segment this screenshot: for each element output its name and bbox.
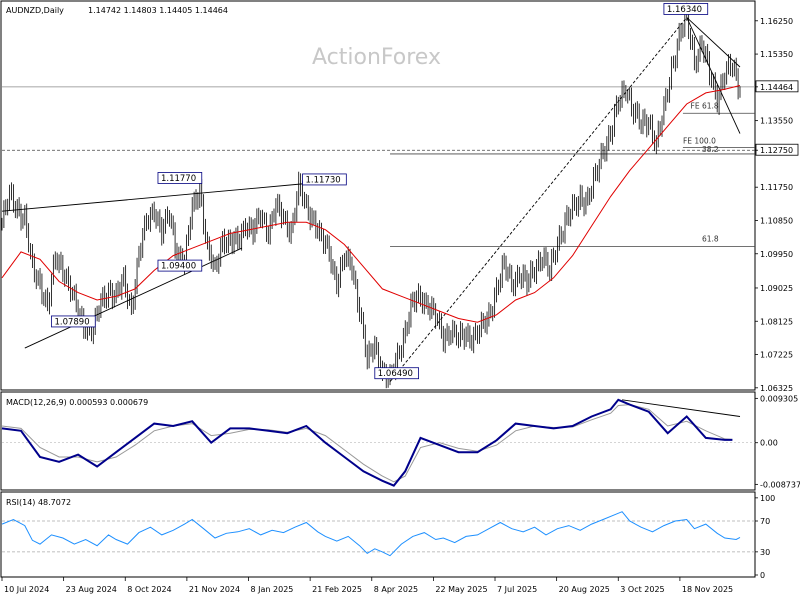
time-tick-label: 8 Apr 2025 (374, 585, 418, 594)
rsi-label: RSI(14) 48.7072 (6, 498, 71, 507)
price-annotation-text: 1.06490 (378, 369, 413, 379)
rsi-tick-label: 0 (760, 571, 765, 580)
price-annotation-box (157, 259, 203, 272)
price-annotation: 1.16340 (663, 3, 709, 15)
price-tick-label: 1.11750 (760, 183, 793, 192)
price-panel-frame (0, 0, 756, 391)
price-annotation-text: 1.16340 (667, 5, 702, 15)
price-tick-label: 1.15350 (760, 50, 793, 59)
price-annotation-text: 1.09400 (161, 262, 196, 272)
price-annotation-box (157, 172, 203, 184)
rsi-layer: 100 70 30 0 (1, 494, 775, 580)
price-annotation: 1.06490 (374, 367, 420, 380)
macd-signal-line (1, 404, 733, 483)
time-tick-label: 21 Feb 2025 (312, 585, 362, 594)
price-annotation-text: 1.11730 (306, 175, 341, 185)
rsi-panel-frame (0, 491, 756, 578)
rsi-line (1, 511, 741, 557)
price-annotation: 1.09400 (157, 259, 203, 272)
macd-main-line (1, 398, 733, 487)
price-annotation: 1.11770 (157, 172, 203, 184)
price-annotation-box (302, 173, 347, 186)
moving-average-layer (1, 85, 741, 323)
price-tick-label: 1.09950 (760, 250, 793, 259)
price-tick-label: 1.12750 (760, 146, 793, 155)
macd-tick-label: 0.00 (760, 439, 778, 448)
fib-label: FE 61.8 (691, 102, 719, 111)
fe-price-tag (755, 143, 799, 156)
price-tick-label: 1.06325 (760, 384, 793, 393)
price-annotation-box (374, 367, 420, 380)
macd-tick-label: -0.008737 (760, 480, 800, 489)
price-annotation-box (51, 315, 96, 328)
price-tick-label: 1.16250 (760, 17, 793, 26)
time-tick-label: 8 Oct 2024 (127, 585, 171, 594)
price-tick-label: 1.07225 (760, 351, 793, 360)
rsi-tick-label: 70 (760, 517, 770, 526)
fib-label: 61.8 (702, 235, 719, 244)
price-annotation-text: 1.11770 (161, 174, 196, 184)
price-axis: 1.16250 1.15350 1.14464 1.13550 1.12750 1.117… (755, 17, 799, 393)
macd-tick-label: 0.009305 (760, 394, 798, 403)
moving-average-line (1, 85, 741, 323)
price-tick-label: 1.13550 (760, 117, 793, 126)
rsi-tick-label: 30 (760, 548, 770, 557)
time-tick-label: 7 Jul 2025 (497, 585, 537, 594)
macd-panel-frame (0, 391, 756, 491)
trend-line-2 (389, 17, 688, 382)
time-tick-label: 20 Aug 2025 (559, 585, 610, 594)
price-tick-label: 1.08125 (760, 317, 793, 326)
price-tick-label: 1.10850 (760, 216, 793, 225)
watermark: ActionForex (312, 45, 441, 70)
time-tick-label: 18 Nov 2025 (682, 585, 733, 594)
trend-line-3 (686, 17, 741, 68)
price-annotation-text: 1.07890 (54, 317, 89, 327)
fib-label: 38.2 (702, 145, 719, 154)
price-tick-label: 1.14464 (760, 83, 793, 92)
price-reference-lines (2, 86, 755, 247)
time-tick-label: 8 Jan 2025 (251, 585, 294, 594)
macd-trend-line (622, 399, 741, 417)
macd-layer: 0.009305 0.00 -0.008737 (1, 394, 800, 489)
price-tick-label: 1.09025 (760, 284, 793, 293)
time-axis: 10 Jul 2024 23 Aug 2024 8 Oct 2024 21 Nov 2… (1, 577, 733, 594)
last-price-tag (755, 80, 799, 93)
time-tick-label: 3 Oct 2025 (620, 585, 664, 594)
ohlc-header: 1.14742 1.14803 1.14405 1.14464 (88, 6, 228, 15)
time-tick-label: 22 May 2025 (435, 585, 487, 594)
symbol-label: AUDNZD,Daily (6, 6, 64, 15)
price-bars (1, 2, 741, 389)
rsi-tick-label: 100 (760, 494, 775, 503)
price-annotation: 1.07890 (51, 315, 96, 328)
fib-label: FE 100.0 (683, 137, 716, 146)
price-annotation-box (663, 3, 709, 15)
fibonacci-labels: FE 61.8 FE 100.038.2 61.8 (683, 102, 719, 244)
time-tick-label: 21 Nov 2024 (189, 585, 240, 594)
trend-line-0 (1, 183, 307, 212)
time-tick-label: 10 Jul 2024 (4, 585, 49, 594)
macd-label: MACD(12,26,9) 0.000593 0.000679 (6, 398, 148, 407)
price-annotation: 1.11730 (302, 173, 347, 186)
time-tick-label: 23 Aug 2024 (66, 585, 117, 594)
price-annotations: 1.16340 1.11770 1.11730 1.09400 1.07890 1.064… (51, 3, 709, 380)
